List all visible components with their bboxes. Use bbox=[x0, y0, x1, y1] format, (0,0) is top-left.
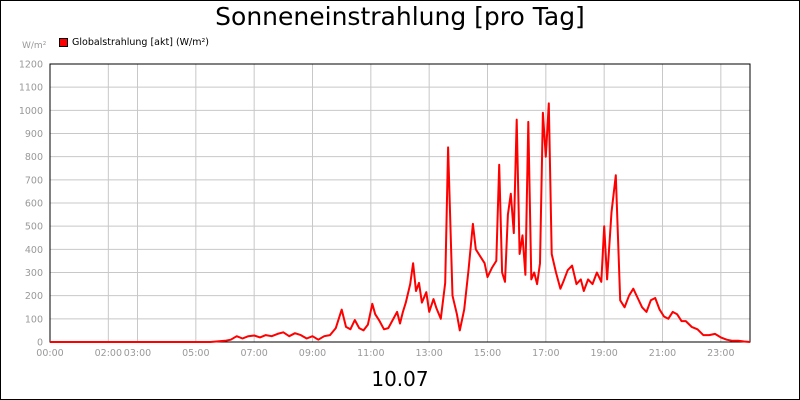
y-tick-label: 700 bbox=[25, 175, 43, 186]
y-tick-label: 900 bbox=[25, 129, 43, 140]
y-tick-label: 300 bbox=[25, 268, 43, 279]
x-tick-label: 05:00 bbox=[182, 348, 209, 359]
x-tick-label: 13:00 bbox=[415, 348, 442, 359]
x-tick-label: 15:00 bbox=[474, 348, 501, 359]
x-tick-label: 19:00 bbox=[590, 348, 617, 359]
y-tick-label: 1200 bbox=[19, 60, 43, 71]
x-tick-label: 11:00 bbox=[357, 348, 384, 359]
x-tick-label: 03:00 bbox=[124, 348, 151, 359]
y-tick-label: 800 bbox=[25, 152, 43, 163]
legend-label: Globalstrahlung [akt] (W/m²) bbox=[72, 37, 210, 48]
x-tick-label: 17:00 bbox=[532, 348, 559, 359]
y-axis-unit-label: W/m² bbox=[22, 41, 47, 51]
y-tick-label: 0 bbox=[37, 338, 43, 349]
y-tick-label: 1000 bbox=[19, 106, 43, 117]
x-tick-label: 00:00 bbox=[36, 348, 63, 359]
plot-border bbox=[49, 63, 751, 343]
y-tick-label: 600 bbox=[25, 199, 43, 210]
x-tick-label: 07:00 bbox=[240, 348, 267, 359]
y-tick-label: 1100 bbox=[19, 83, 43, 94]
x-tick-label: 09:00 bbox=[299, 348, 326, 359]
x-tick-label: 23:00 bbox=[707, 348, 734, 359]
x-tick-label: 02:00 bbox=[95, 348, 122, 359]
chart-title: Sonneneinstrahlung [pro Tag] bbox=[215, 2, 585, 31]
x-axis-date-label: 10.07 bbox=[371, 367, 429, 391]
y-tick-label: 100 bbox=[25, 314, 43, 325]
y-tick-label: 400 bbox=[25, 245, 43, 256]
legend: Globalstrahlung [akt] (W/m²) bbox=[59, 37, 209, 48]
legend-swatch bbox=[59, 38, 68, 47]
y-tick-label: 200 bbox=[25, 291, 43, 302]
series-line bbox=[50, 102, 751, 343]
y-tick-label: 500 bbox=[25, 222, 43, 233]
x-tick-label: 21:00 bbox=[649, 348, 676, 359]
